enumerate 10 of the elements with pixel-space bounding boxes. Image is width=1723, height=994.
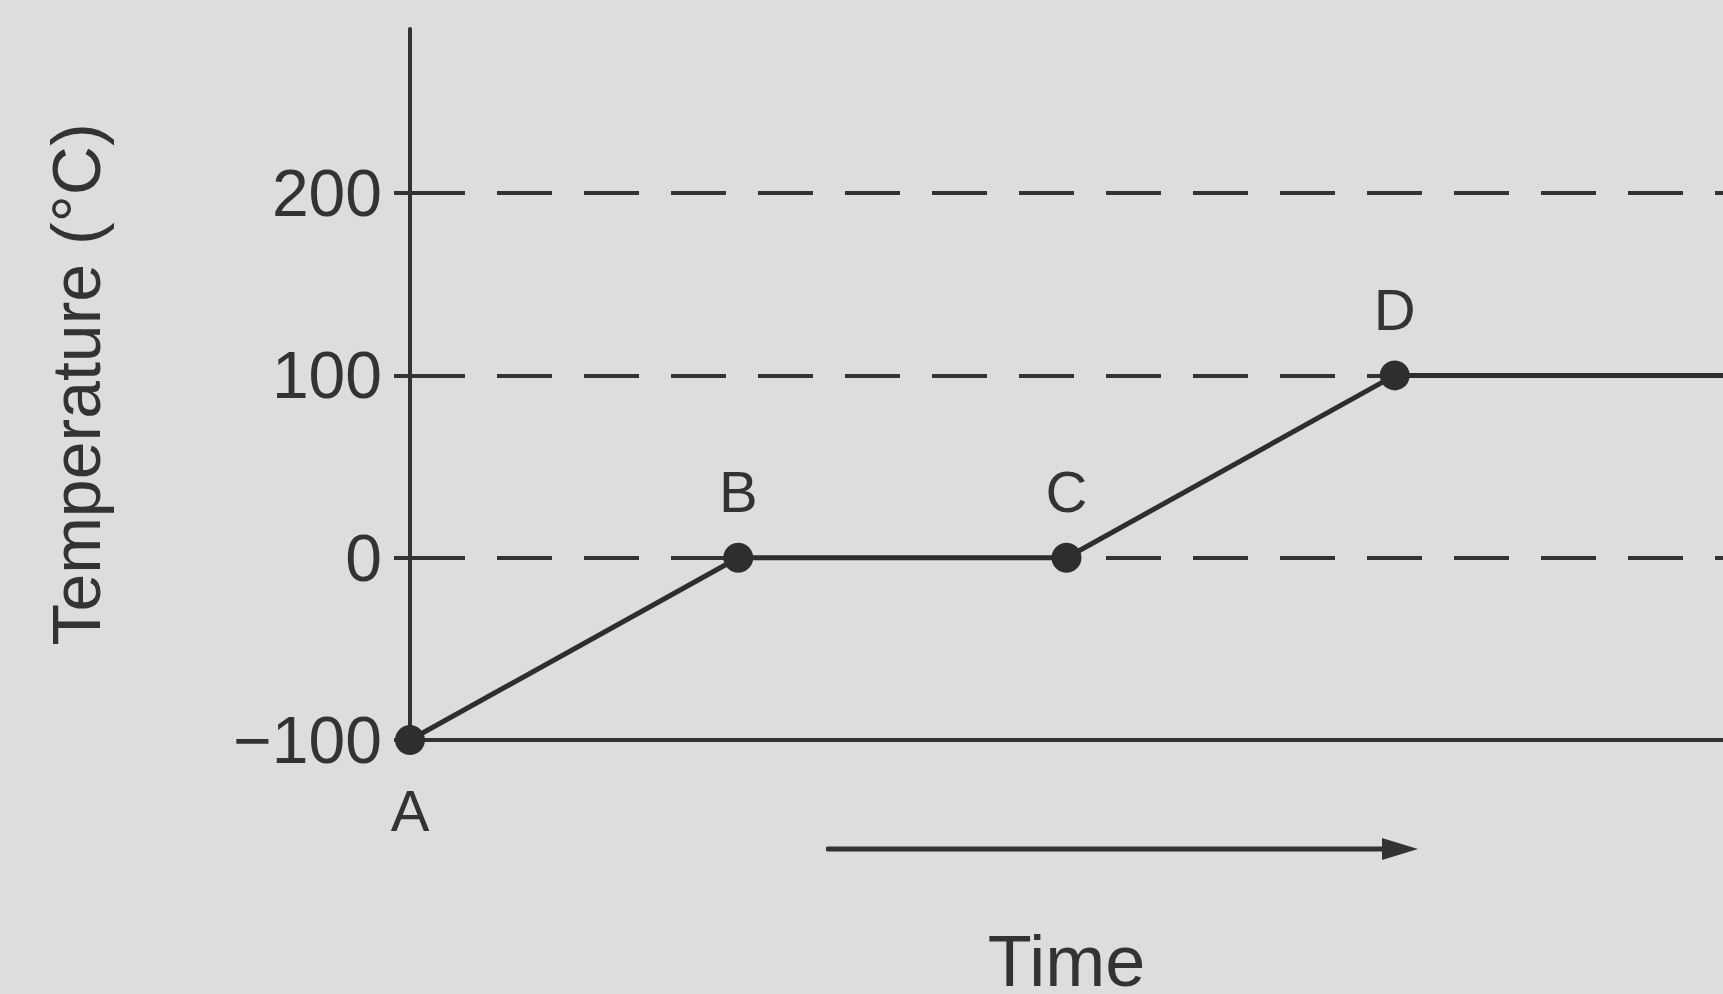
data-label: D <box>1373 276 1416 342</box>
y-axis-title: Temperature (°C) <box>38 123 114 646</box>
y-tick-label: 100 <box>271 338 382 413</box>
data-label: A <box>390 777 430 843</box>
data-label: B <box>718 459 758 525</box>
data-label: C <box>1045 459 1088 525</box>
y-tick-label: 0 <box>345 520 382 595</box>
y-tick-label: 200 <box>271 156 382 231</box>
x-axis-title: Time <box>987 921 1146 994</box>
y-tick-label: −100 <box>233 703 382 777</box>
